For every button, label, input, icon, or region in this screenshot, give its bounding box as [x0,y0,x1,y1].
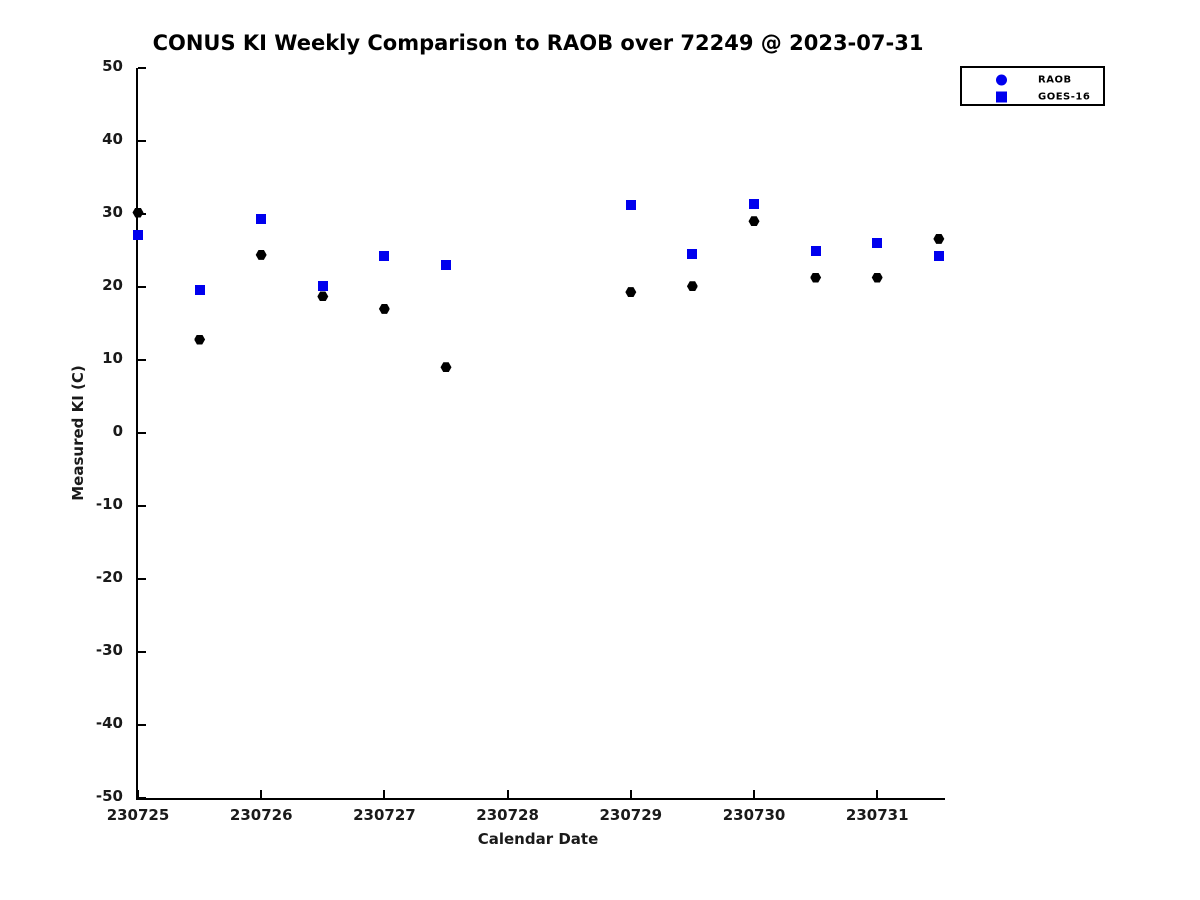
raob-marker [933,233,945,244]
y-tick-mark [138,432,146,434]
x-tick-mark [506,790,509,798]
x-tick-label: 230727 [353,806,416,824]
raob-marker [194,334,206,345]
raob-marker [748,216,760,227]
raob-marker [440,362,452,373]
x-tick-mark [137,790,139,798]
goes16-marker [872,238,883,249]
goes16-marker [194,284,205,295]
x-tick-label: 230726 [229,806,293,824]
x-tick-label: 230725 [106,806,170,824]
y-tick-label: -40 [95,714,123,732]
raob-marker [317,291,329,302]
plot-area: 50 40 30 20 10 0 -10 -20 -30 -40 -50 230725 230726 23… [96,57,945,824]
goes16-marker [749,198,760,209]
x-tick-label: 230730 [722,806,786,824]
y-tick-label: -30 [95,641,123,659]
x-tick-mark [260,790,263,798]
y-tick-mark [138,578,146,580]
goes16-marker [379,251,390,262]
y-tick-label: 40 [102,130,123,148]
y-tick-label: 20 [102,276,123,294]
raob-marker [871,272,883,283]
goes16-marker [687,249,698,260]
goes16-marker [133,230,143,241]
y-tick-label: -10 [95,495,123,513]
y-tick-label: 50 [102,57,123,75]
legend-row-raob: RAOB [962,71,1103,89]
goes16-marker [441,260,451,271]
raob-marker [686,281,698,292]
y-tick-label: 0 [112,422,123,440]
raob-marker [810,272,822,283]
y-tick-mark [138,797,146,799]
chart-title: CONUS KI Weekly Comparison to RAOB over … [152,31,924,55]
goes16-legend-marker-icon [996,91,1007,103]
goes16-marker [625,199,636,210]
legend-label-goes16: GOES-16 [1038,91,1091,103]
raob-marker [625,287,637,298]
raob-marker [255,249,267,260]
y-tick-label: -50 [95,787,123,805]
y-tick-label: 30 [102,203,123,221]
y-tick-mark [138,724,146,726]
y-tick-mark [138,651,146,653]
legend: RAOB GOES-16 [960,66,1105,106]
y-tick-label: -20 [95,568,123,586]
y-axis-label: Measured KI (C) [69,365,87,501]
y-tick-mark [138,67,146,69]
legend-label-raob: RAOB [1038,74,1072,86]
x-tick-label: 230731 [845,806,909,824]
y-tick-mark [138,286,146,288]
y-tick-mark [138,505,146,507]
y-tick-mark [138,140,146,142]
raob-legend-marker-icon [996,74,1007,86]
x-tick-mark [629,790,632,798]
goes16-marker [317,280,328,291]
x-tick-label: 230729 [599,806,663,824]
x-tick-mark [383,790,386,798]
x-tick-label: 230728 [476,806,539,824]
y-tick-label: 10 [102,349,123,367]
x-axis-label: Calendar Date [477,830,599,848]
x-tick-mark [753,790,756,798]
x-tick-mark [876,790,879,798]
raob-marker [378,303,390,314]
goes16-marker [256,214,267,225]
goes16-marker [933,251,944,262]
y-tick-mark [138,359,146,361]
raob-marker [132,207,144,218]
goes16-marker [810,245,821,256]
legend-row-goes16: GOES-16 [962,88,1103,106]
